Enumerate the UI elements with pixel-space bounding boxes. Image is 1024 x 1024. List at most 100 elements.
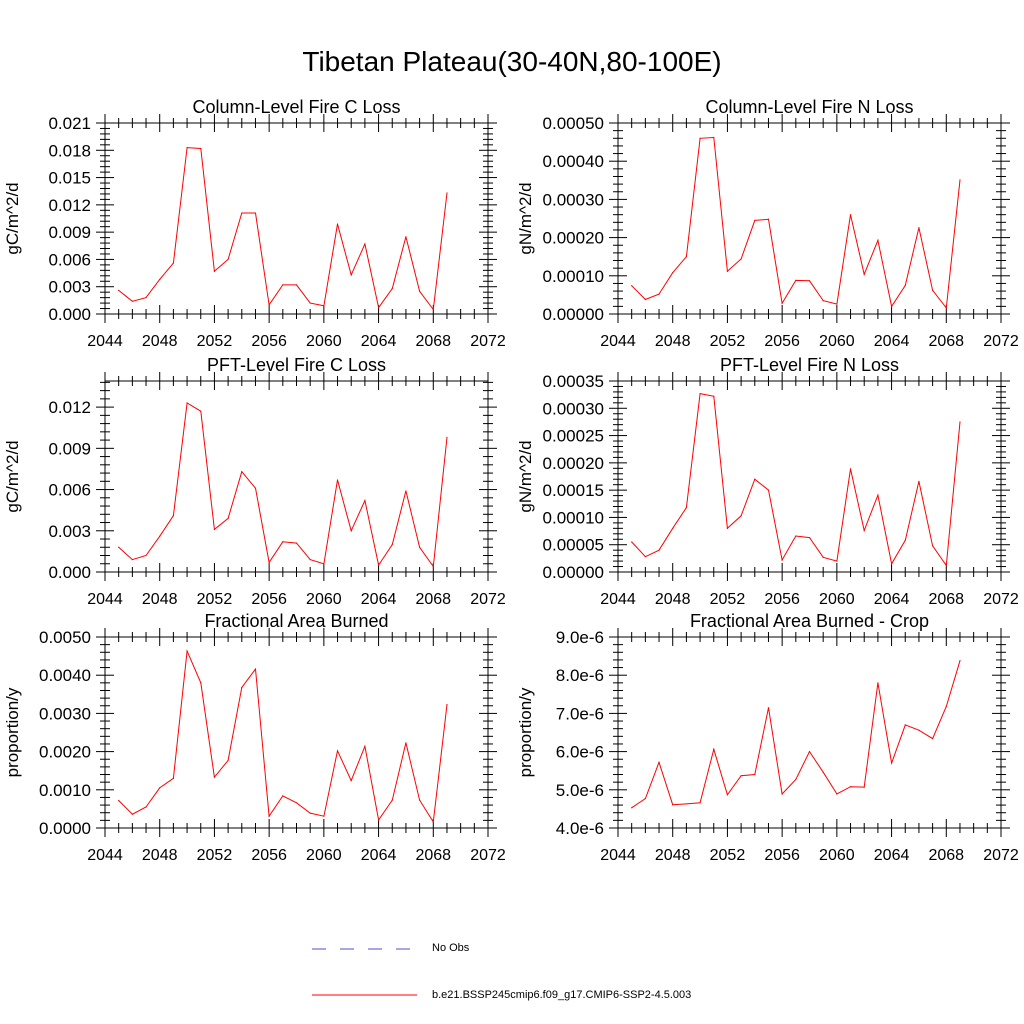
y-tick-label: 7.0e-6	[556, 704, 604, 723]
y-tick-label: 0.012	[48, 398, 91, 417]
data-point	[377, 819, 380, 821]
y-tick-label: 0.000	[48, 305, 91, 324]
x-tick-label: 2072	[470, 591, 506, 608]
data-point	[740, 775, 742, 777]
y-tick-label: 0.00050	[543, 114, 604, 133]
y-tick-label: 4.0e-6	[556, 819, 604, 838]
data-point	[877, 494, 879, 496]
chart-panels: Column-Level Fire C Loss gC/m^2/d 2044 2048…	[3, 97, 1019, 864]
data-point	[309, 302, 311, 304]
y-tick-label: 0.000	[48, 563, 91, 582]
data-point	[405, 236, 407, 238]
x-tick-label: 2048	[655, 847, 691, 864]
x-tick-label: 2052	[710, 847, 746, 864]
chart-title: PFT-Level Fire N Loss	[720, 355, 899, 375]
data-point	[781, 302, 783, 304]
x-tick-label: 2068	[415, 333, 451, 350]
data-point	[405, 490, 407, 492]
data-point	[432, 821, 434, 823]
chart-panel-4: PFT-Level Fire N Loss gN/m^2/d 2044 2048 205…	[516, 355, 1019, 608]
legend-label-model: b.e21.BSSP245cmip6.f09_g17.CMIP6-SSP2-4.…	[432, 989, 692, 1001]
x-tick-label: 2060	[306, 591, 342, 608]
data-point	[254, 212, 257, 214]
data-point	[918, 227, 920, 229]
data-point	[945, 307, 947, 309]
data-point	[186, 650, 188, 652]
data-point	[377, 564, 380, 566]
data-point	[959, 660, 961, 662]
x-tick-label: 2044	[87, 591, 123, 608]
data-point	[446, 192, 448, 194]
plot-frame	[104, 636, 489, 829]
data-point	[685, 256, 687, 258]
y-axis-label: gN/m^2/d	[516, 440, 535, 512]
data-point	[631, 541, 633, 543]
data-point	[849, 214, 852, 216]
data-point	[836, 560, 838, 562]
y-tick-label: 0.003	[48, 522, 91, 541]
x-tick-label: 2060	[819, 591, 855, 608]
x-tick-label: 2048	[655, 333, 691, 350]
data-point	[699, 392, 701, 395]
data-point	[849, 468, 852, 470]
x-tick-label: 2060	[819, 847, 855, 864]
chart-panel-2: Column-Level Fire N Loss gN/m^2/d 2044 2048…	[516, 97, 1019, 350]
y-tick-label: 0.00000	[543, 305, 604, 324]
data-point	[186, 146, 188, 149]
data-point	[726, 794, 729, 796]
data-point	[159, 787, 161, 789]
data-point	[863, 273, 865, 275]
data-point	[932, 738, 934, 740]
x-tick-label: 2064	[874, 333, 910, 350]
y-tick-label: 0.006	[48, 481, 91, 500]
data-point	[227, 258, 229, 261]
data-point	[268, 561, 270, 563]
data-point	[200, 147, 202, 150]
y-tick-label: 0.00035	[543, 372, 604, 391]
chart-panel-1: Column-Level Fire C Loss gC/m^2/d 2044 2048…	[3, 97, 506, 350]
chart-panel-3: PFT-Level Fire C Loss gC/m^2/d 2044 2048 205…	[3, 355, 506, 608]
legend-swatch-model	[312, 994, 417, 996]
data-point	[808, 751, 811, 753]
data-point	[672, 804, 674, 806]
data-point	[672, 527, 674, 529]
y-tick-label: 0.00015	[543, 481, 604, 500]
chart-title: Column-Level Fire N Loss	[705, 97, 913, 117]
data-point	[200, 682, 202, 684]
data-point	[241, 686, 243, 689]
x-tick-label: 2072	[470, 333, 506, 350]
y-tick-label: 0.012	[48, 196, 91, 215]
data-point	[419, 546, 421, 548]
data-point	[781, 793, 783, 795]
x-tick-label: 2072	[983, 847, 1019, 864]
x-tick-label: 2068	[415, 847, 451, 864]
data-point	[213, 270, 216, 272]
y-tick-label: 6.0e-6	[556, 743, 604, 762]
data-point	[336, 479, 339, 481]
data-point	[808, 280, 811, 282]
data-point	[432, 565, 434, 568]
data-point	[644, 556, 646, 558]
data-point	[699, 802, 701, 804]
x-tick-label: 2068	[928, 333, 964, 350]
series-line	[631, 393, 961, 567]
data-point	[268, 815, 270, 817]
x-tick-label: 2072	[983, 591, 1019, 608]
data-point	[172, 515, 174, 517]
x-tick-label: 2064	[874, 847, 910, 864]
data-point	[295, 284, 298, 286]
data-point	[241, 471, 243, 473]
y-tick-label: 0.0000	[39, 819, 91, 838]
data-point	[172, 262, 174, 264]
data-point	[419, 799, 421, 801]
data-point	[118, 799, 120, 802]
data-point	[849, 786, 852, 788]
data-point	[131, 300, 133, 302]
data-point	[446, 704, 448, 706]
x-tick-label: 2072	[983, 333, 1019, 350]
x-tick-label: 2060	[306, 333, 342, 350]
data-point	[685, 803, 687, 805]
data-point	[323, 815, 325, 817]
y-axis-label: proportion/y	[3, 687, 22, 777]
data-point	[699, 137, 701, 139]
